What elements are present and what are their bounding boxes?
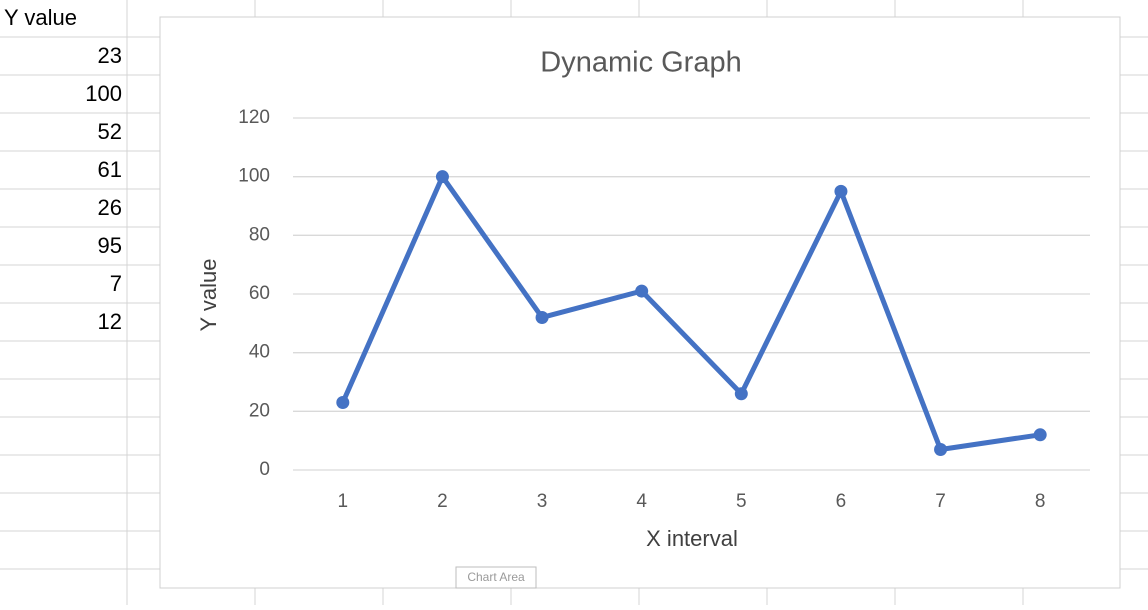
x-tick-label: 7 [935, 491, 946, 512]
x-axis-title[interactable]: X interval [646, 526, 738, 551]
cell: 7 [110, 271, 122, 296]
x-tick-label: 5 [736, 491, 747, 512]
x-tick-label: 1 [338, 491, 349, 512]
tooltip: Chart Area [467, 570, 525, 584]
plot-area: 0 20 40 60 80 100 120 1 2 3 4 5 6 7 8 [238, 107, 1090, 512]
x-tick-label: 3 [537, 491, 548, 512]
tooltip-box [455, 566, 537, 589]
line-series [340, 174, 1041, 452]
y-tick-label: 20 [249, 400, 270, 421]
data-point [635, 284, 649, 298]
y-tick-label: 120 [238, 107, 270, 128]
data-point [934, 442, 948, 456]
y-tick-label: 0 [259, 459, 270, 480]
y-tick-label: 100 [238, 166, 270, 187]
y-tick-label: 80 [249, 224, 270, 245]
y-tick-label: 60 [249, 283, 270, 304]
data-point [435, 170, 449, 184]
cell: 12 [98, 309, 122, 334]
cell: 95 [98, 233, 122, 258]
cell: 61 [98, 157, 122, 182]
y-axis-title[interactable]: Y value [196, 259, 221, 332]
data-point [535, 310, 549, 324]
cell: 100 [85, 81, 122, 106]
data-point [834, 184, 848, 198]
x-tick-label: 8 [1035, 491, 1046, 512]
y-tick-label: 40 [249, 342, 270, 363]
data-point [1033, 428, 1047, 442]
chart-title[interactable]: Dynamic Graph [540, 47, 741, 79]
cell: 52 [98, 119, 122, 144]
data-point [336, 396, 350, 410]
cell: 23 [98, 43, 122, 68]
data-point [734, 387, 748, 401]
x-tick-label: 6 [836, 491, 847, 512]
x-tick-label: 4 [636, 491, 647, 512]
x-tick-label: 2 [437, 491, 448, 512]
column-header[interactable]: Y value [4, 5, 77, 30]
chart-area[interactable] [159, 16, 1121, 589]
cell: 26 [98, 195, 122, 220]
